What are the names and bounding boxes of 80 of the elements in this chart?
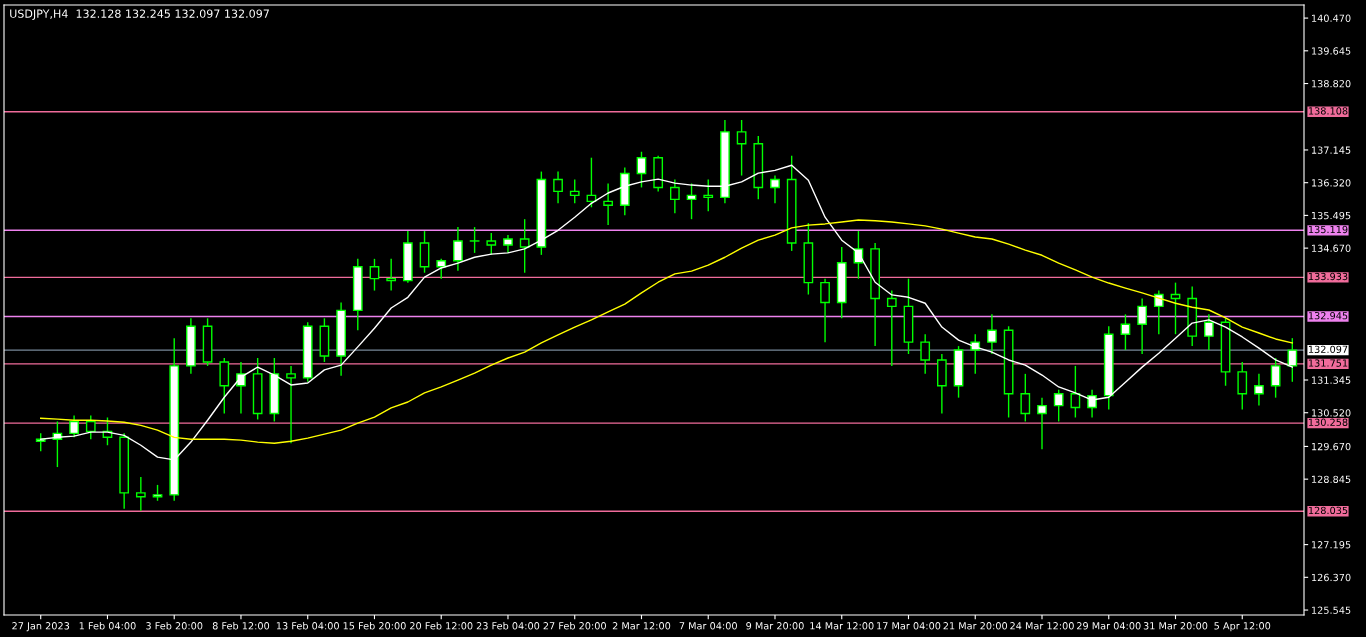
ref-line-label: 138.108 [1308,107,1348,115]
x-tick-label: 27 Feb 20:00 [543,621,606,630]
candlestick [1170,281,1181,335]
candlestick [286,365,296,444]
candlestick [603,182,613,226]
x-tick-label: 29 Mar 04:00 [1077,622,1141,630]
ref-line-label: 130.258 [1308,418,1348,426]
x-tick-label: 8 Feb 12:00 [212,621,270,630]
candlestick [1204,313,1214,351]
y-tick-label: 138.820 [1312,80,1351,88]
ref-line-label: 132.945 [1308,312,1348,320]
candlestick [469,226,480,254]
candlestick [987,313,997,355]
candlestick [1270,357,1281,399]
ref-line-label: 133.933 [1308,272,1348,281]
y-tick-label: 127.195 [1312,541,1351,549]
candlestick [1137,297,1147,355]
candlestick [219,357,230,415]
candlestick [1120,313,1131,351]
x-tick-label: 27 Jan 2023 [12,622,70,632]
candlestick [519,218,530,274]
x-tick-label: 21 Mar 20:00 [943,622,1008,630]
ref-line-label: 128.035 [1308,506,1348,515]
x-tick-label: 15 Feb 20:00 [343,621,406,630]
x-tick-label: 24 Mar 12:00 [1010,622,1074,630]
x-tick-label: 7 Mar 04:00 [679,622,737,630]
candlestick [419,230,430,274]
x-tick-label: 3 Feb 20:00 [146,621,203,630]
x-tick-label: 1 Feb 04:00 [79,621,136,630]
candlestick [1153,289,1164,335]
candlestick [436,258,447,280]
y-tick-label: 139.645 [1312,47,1351,55]
x-tick-label: 9 Mar 20:00 [746,622,804,630]
candlestick [135,476,146,512]
y-tick-label: 135.495 [1312,211,1351,220]
y-tick-label: 131.345 [1312,376,1351,384]
y-tick-label: 125.545 [1312,606,1351,614]
candlestick [886,289,897,367]
candlestick [970,333,981,375]
x-tick-label: 2 Mar 12:00 [612,622,671,630]
candlestick [686,182,697,220]
candlestick [1087,389,1097,419]
candlestick [920,333,931,375]
candlestick [453,226,463,272]
y-tick-label: 136.320 [1312,179,1351,187]
candlestick [369,258,380,292]
candlestick [1037,396,1047,450]
y-tick-label: 137.145 [1312,146,1351,154]
line-series [40,219,1294,444]
chart-title: USDJPY,H4 132.128 132.245 132.097 132.097 [10,9,269,20]
x-tick-label: 14 Mar 12:00 [810,622,874,630]
ref-line-label: 132.097 [1308,345,1348,353]
y-tick-label: 129.670 [1312,442,1351,451]
candlestick [553,170,563,205]
candlestick [569,178,580,205]
candlestick [736,119,747,177]
candlestick [1254,373,1264,407]
candlestick [85,414,96,440]
candlestick [1237,361,1248,411]
x-tick-label: 23 Feb 04:00 [476,621,540,630]
y-tick-label: 134.670 [1312,244,1351,252]
x-tick-label: 13 Feb 04:00 [276,621,339,630]
x-tick-label: 20 Feb 12:00 [410,621,473,630]
candlestick [1020,373,1031,423]
candlestick [703,178,714,212]
ref-line-label: 135.119 [1308,225,1348,234]
candlestick [486,232,497,256]
candlestick [770,174,780,205]
candlestick [820,277,830,343]
candlestick [669,178,680,214]
y-tick-label: 126.370 [1312,573,1351,582]
x-tick-label: 17 Mar 04:00 [877,622,941,630]
candlestick [1053,389,1064,423]
ref-line-label: 131.751 [1308,359,1348,367]
y-tick-label: 140.470 [1312,14,1351,22]
x-tick-label: 31 Mar 20:00 [1143,622,1208,630]
y-tick-label: 130.520 [1312,409,1351,417]
x-tick-label: 5 Apr 12:00 [1214,622,1271,632]
candlestick [386,258,397,292]
y-tick-label: 128.845 [1312,475,1351,483]
